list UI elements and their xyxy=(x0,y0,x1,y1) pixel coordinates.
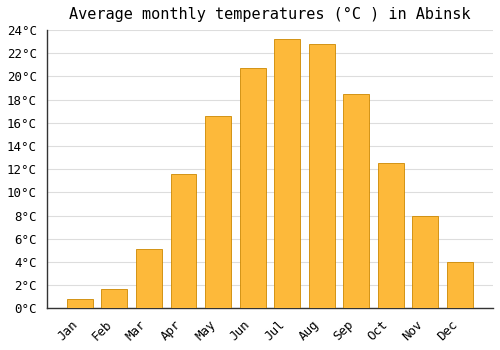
Bar xyxy=(102,288,128,308)
Bar xyxy=(447,262,473,308)
Bar xyxy=(308,44,334,308)
Bar xyxy=(170,174,196,308)
Bar xyxy=(136,249,162,308)
Bar xyxy=(205,116,231,308)
Bar xyxy=(240,68,266,308)
Bar xyxy=(412,216,438,308)
Bar xyxy=(344,94,369,308)
Title: Average monthly temperatures (°C ) in Abinsk: Average monthly temperatures (°C ) in Ab… xyxy=(69,7,470,22)
Bar xyxy=(274,39,300,308)
Bar xyxy=(378,163,404,308)
Bar xyxy=(67,299,93,308)
